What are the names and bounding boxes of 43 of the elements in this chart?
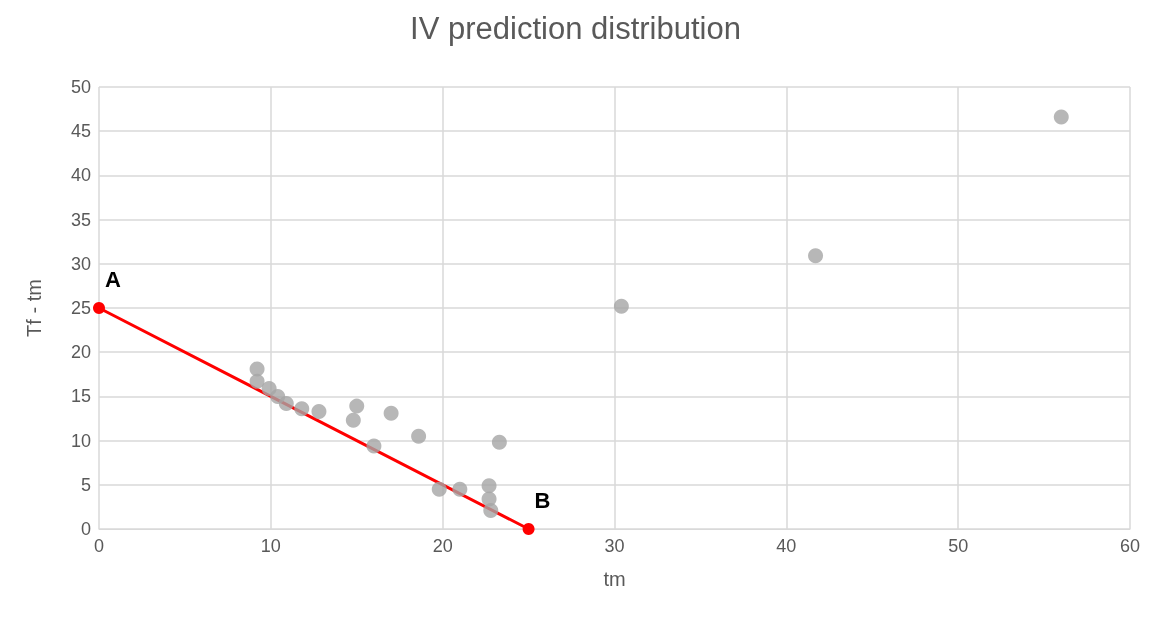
point: [349, 398, 365, 414]
y-tick-label: 50: [70, 77, 91, 97]
point: [452, 481, 468, 497]
point: [491, 434, 507, 450]
y-tick-label: 45: [70, 121, 91, 142]
point: [483, 502, 499, 518]
point: [481, 478, 497, 494]
y-tick-label: 15: [70, 386, 91, 407]
point: [345, 412, 361, 428]
x-tick-label: 50: [948, 536, 969, 556]
annotation: B: [534, 487, 551, 513]
point: [366, 438, 382, 454]
point: [522, 523, 535, 535]
y-axis-title: Tf - tm: [23, 279, 45, 337]
point: [294, 401, 310, 417]
y-tick-label: 40: [70, 165, 91, 186]
x-tick-label: 60: [1119, 536, 1141, 556]
y-tick-label: 10: [70, 430, 91, 451]
x-tick-label: 40: [776, 536, 797, 556]
y-tick-label: 35: [70, 209, 91, 230]
x-axis-title: tm: [603, 568, 626, 590]
point: [249, 361, 265, 377]
y-tick-label: 30: [70, 253, 91, 274]
point: [808, 248, 824, 264]
point: [383, 405, 399, 421]
point: [249, 373, 265, 389]
x-tick-label: 10: [260, 536, 281, 556]
y-tick-label: 25: [70, 298, 91, 318]
point: [411, 428, 427, 444]
point: [311, 403, 327, 419]
x-tick-label: 0: [93, 536, 105, 556]
annotation: A: [105, 266, 121, 292]
point: [431, 481, 447, 497]
point: [613, 298, 629, 314]
x-tick-label: 30: [604, 536, 625, 556]
y-tick-label: 20: [70, 342, 91, 363]
chart-title: IV prediction distribution: [410, 11, 741, 46]
y-tick-label: 0: [80, 519, 91, 539]
point: [93, 302, 105, 314]
point: [278, 395, 294, 411]
x-tick-label: 20: [432, 536, 453, 556]
y-tick-label: 5: [80, 474, 91, 495]
point: [1053, 109, 1069, 125]
